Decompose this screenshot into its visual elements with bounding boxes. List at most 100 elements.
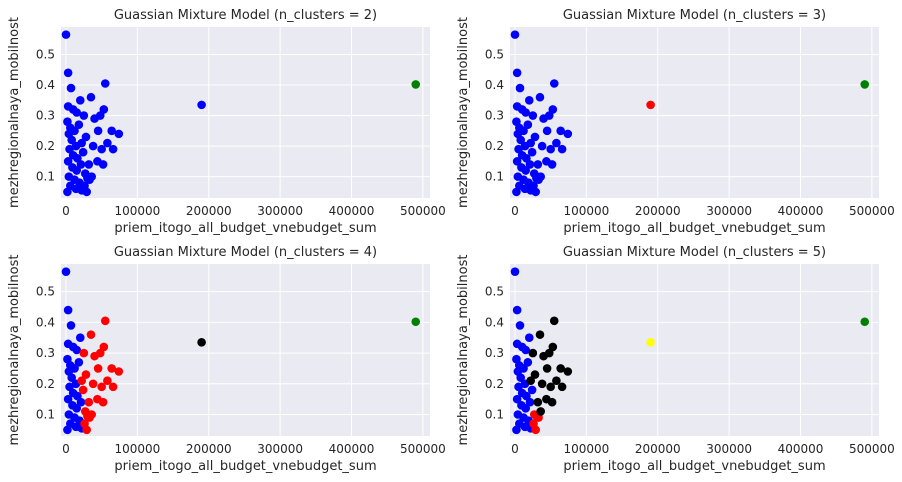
y-tick-label: 0.1: [36, 408, 55, 422]
x-tick-label: 300000: [706, 204, 752, 218]
data-point: [79, 348, 89, 358]
data-point: [411, 80, 421, 89]
data-point: [63, 157, 73, 166]
subplot-title: Guassian Mixture Model (n_clusters = 2): [114, 8, 377, 23]
x-tick-label: 300000: [257, 204, 303, 218]
series-cluster-2: [526, 316, 573, 416]
data-point: [515, 321, 525, 330]
data-point: [197, 100, 206, 110]
x-tick-label: 500000: [849, 442, 895, 456]
x-tick-label: 400000: [329, 442, 375, 456]
data-point: [546, 382, 555, 392]
data-point: [528, 111, 538, 120]
x-axis-label: priem_itogo_all_budget_vnebudget_sum: [563, 221, 825, 236]
x-tick-label: 400000: [778, 204, 824, 218]
y-tick-label: 0.5: [485, 47, 504, 61]
series-cluster-2: [197, 338, 206, 347]
series-cluster-0: [510, 267, 537, 435]
data-point: [77, 376, 86, 386]
data-point: [63, 305, 73, 315]
data-point: [75, 95, 85, 105]
data-point: [72, 404, 82, 413]
y-tick-label: 0.3: [485, 109, 504, 123]
series-cluster-0: [510, 30, 573, 197]
data-point: [79, 111, 89, 120]
data-point: [523, 120, 533, 130]
data-point: [98, 397, 108, 407]
y-tick-label: 0.2: [485, 139, 504, 153]
data-point: [552, 376, 561, 386]
x-tick-label: 500000: [849, 204, 895, 218]
data-point: [97, 144, 106, 154]
data-point: [547, 160, 557, 169]
data-point: [646, 338, 655, 347]
data-point: [510, 267, 520, 276]
data-point: [860, 317, 870, 327]
subplot-3: 0 100000 200000 300000 400000 500000 0.1 0.2 0.3…: [7, 245, 446, 474]
data-point: [78, 147, 88, 157]
x-tick-label: 0: [62, 442, 70, 456]
data-point: [82, 187, 91, 197]
data-point: [557, 144, 567, 154]
data-point: [93, 364, 103, 373]
data-point: [512, 68, 522, 78]
data-point: [523, 357, 533, 367]
data-point: [521, 404, 531, 413]
data-point: [63, 394, 73, 404]
data-point: [557, 382, 567, 392]
y-axis-label: mezhregionalnaya_mobilnost: [456, 255, 471, 446]
x-tick-label: 100000: [563, 442, 609, 456]
data-point: [100, 79, 110, 88]
data-point: [86, 330, 96, 339]
data-point: [556, 126, 565, 136]
data-point: [531, 425, 540, 435]
data-point: [556, 364, 565, 373]
data-point: [114, 129, 124, 139]
x-tick-label: 0: [511, 442, 519, 456]
subplot-title: Guassian Mixture Model (n_clusters = 4): [114, 245, 377, 260]
x-axis-label: priem_itogo_all_budget_vnebudget_sum: [563, 459, 825, 474]
data-point: [77, 138, 86, 148]
data-point: [535, 330, 545, 339]
data-point: [510, 30, 520, 39]
y-tick-label: 0.4: [36, 78, 55, 92]
x-tick-label: 100000: [114, 442, 160, 456]
data-point: [83, 411, 92, 421]
data-point: [81, 370, 91, 379]
x-tick-label: 300000: [257, 442, 303, 456]
data-point: [549, 316, 559, 326]
series-cluster-4: [860, 317, 870, 327]
data-point: [533, 397, 543, 407]
data-point: [527, 147, 537, 157]
series-cluster-1: [646, 100, 655, 110]
subplot-title: Guassian Mixture Model (n_clusters = 3): [563, 8, 826, 23]
series-cluster-1: [411, 80, 421, 89]
data-point: [537, 379, 547, 389]
data-point: [536, 407, 545, 416]
data-point: [66, 83, 76, 93]
data-point: [521, 108, 531, 117]
y-tick-label: 0.2: [36, 377, 55, 391]
data-point: [521, 166, 531, 175]
data-point: [860, 80, 870, 89]
x-tick-label: 200000: [186, 442, 232, 456]
series-cluster-1: [77, 316, 124, 435]
y-tick-label: 0.1: [485, 408, 504, 422]
x-axis-label: priem_itogo_all_budget_vnebudget_sum: [114, 221, 376, 236]
x-tick-label: 500000: [400, 442, 446, 456]
y-axis-label: mezhregionalnaya_mobilnost: [7, 255, 22, 446]
data-point: [530, 370, 540, 379]
data-point: [103, 138, 112, 148]
y-tick-label: 0.4: [485, 315, 504, 329]
data-point: [76, 397, 86, 407]
data-point: [81, 132, 91, 142]
data-point: [83, 173, 92, 183]
data-point: [526, 138, 535, 148]
data-point: [535, 92, 545, 102]
series-cluster-3: [411, 317, 421, 327]
subplot-2: 0 100000 200000 300000 400000 500000 0.1 0.2 0.3…: [456, 8, 895, 236]
data-point: [114, 367, 124, 376]
series-cluster-3: [646, 338, 655, 347]
data-point: [563, 367, 573, 376]
data-point: [524, 95, 534, 105]
